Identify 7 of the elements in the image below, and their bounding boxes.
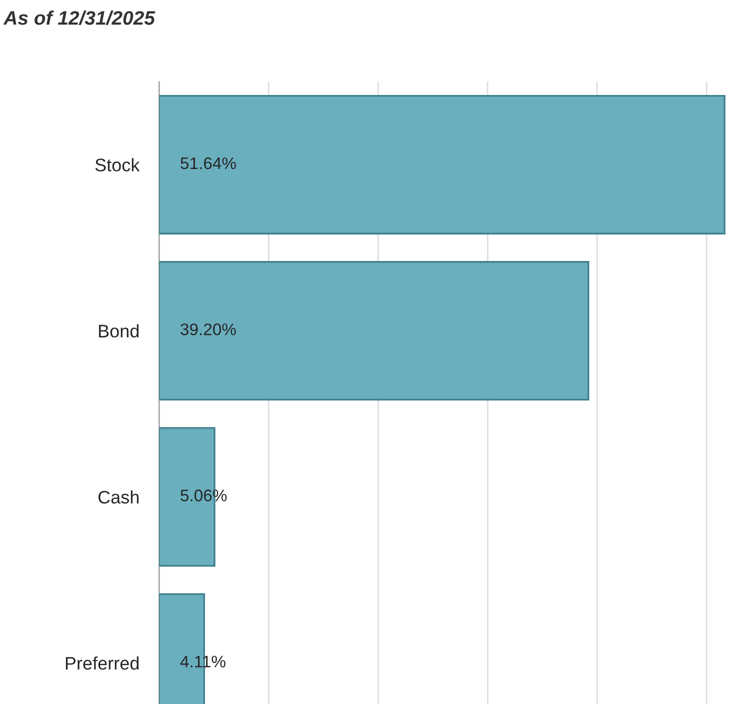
y-tick-label: Stock <box>95 158 140 172</box>
y-tick-label: Bond <box>99 324 139 338</box>
y-tick-label: Preferred <box>66 656 139 670</box>
y-tick-label: Cash <box>98 490 139 504</box>
chart-title: As of 12/31/2025 <box>3 10 156 26</box>
data-label: 39.20% <box>180 323 236 336</box>
data-label: 51.64% <box>180 157 236 170</box>
